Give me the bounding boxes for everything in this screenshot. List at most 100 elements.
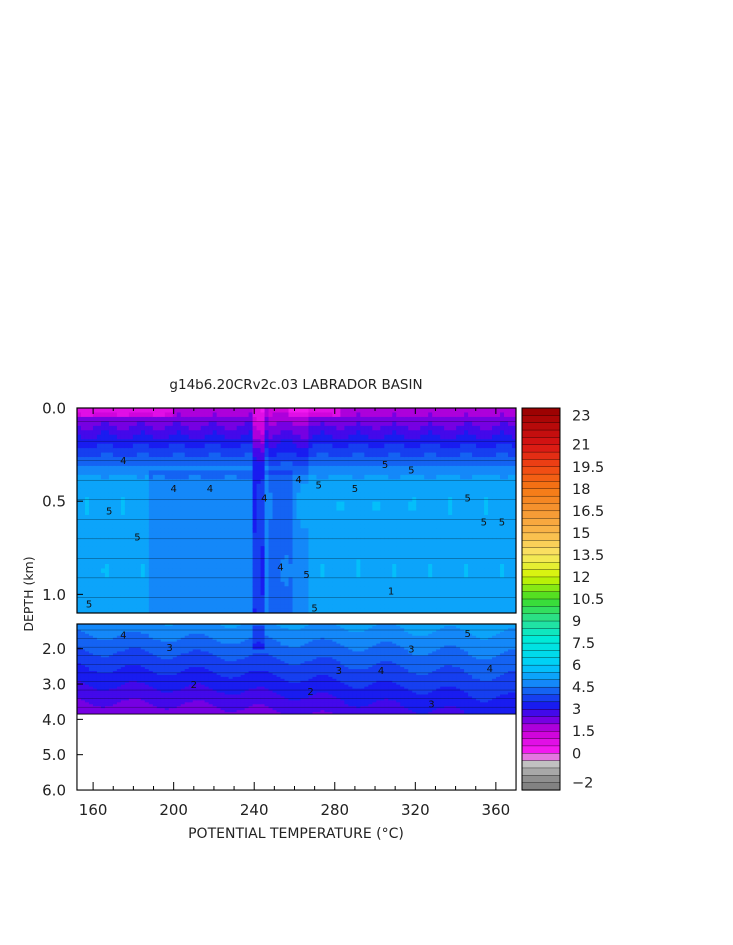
upper-cell	[428, 470, 433, 476]
upper-cell	[404, 595, 409, 601]
upper-cell	[440, 528, 445, 534]
upper-cell	[248, 434, 254, 440]
upper-cell	[380, 563, 385, 570]
upper-cell	[112, 465, 118, 471]
upper-cell	[356, 483, 361, 489]
upper-cell	[480, 483, 485, 489]
upper-cell	[312, 430, 318, 436]
upper-cell	[80, 461, 86, 467]
upper-cell	[108, 599, 114, 605]
upper-cell	[324, 506, 330, 512]
upper-cell	[124, 465, 130, 471]
upper-cell	[456, 532, 461, 538]
upper-cell	[372, 448, 377, 454]
upper-cell	[496, 537, 501, 543]
upper-cell	[272, 586, 278, 592]
upper-cell	[480, 448, 485, 454]
upper-cell	[332, 448, 338, 454]
upper-cell	[448, 492, 453, 498]
upper-cell	[236, 501, 242, 507]
upper-cell	[96, 541, 102, 547]
upper-cell	[404, 465, 409, 471]
upper-cell	[472, 510, 477, 516]
upper-cell	[248, 474, 254, 480]
upper-cell	[496, 506, 501, 512]
upper-cell	[332, 483, 338, 489]
upper-cell	[452, 479, 457, 485]
upper-cell	[236, 555, 242, 561]
upper-cell	[384, 581, 389, 587]
upper-cell	[332, 604, 338, 610]
upper-cell	[100, 568, 106, 574]
upper-cell	[340, 568, 345, 574]
upper-cell	[420, 550, 425, 556]
upper-cell	[444, 425, 449, 431]
upper-cell	[148, 572, 154, 578]
upper-cell	[140, 408, 146, 414]
upper-cell	[140, 608, 146, 613]
upper-cell	[204, 439, 210, 445]
upper-cell	[196, 563, 202, 570]
upper-cell	[220, 470, 226, 476]
upper-cell	[212, 488, 218, 494]
upper-cell	[448, 546, 453, 552]
upper-cell	[244, 510, 250, 516]
upper-cell	[188, 604, 194, 610]
upper-cell	[500, 408, 505, 414]
upper-cell	[432, 546, 437, 552]
upper-cell	[216, 528, 222, 534]
upper-cell	[360, 421, 365, 427]
upper-cell	[452, 465, 457, 471]
upper-cell	[348, 528, 353, 534]
upper-cell	[188, 434, 194, 440]
upper-cell	[332, 421, 338, 427]
upper-cell	[128, 519, 134, 525]
upper-cell	[464, 448, 469, 454]
upper-cell	[496, 501, 501, 507]
upper-cell	[312, 546, 318, 552]
upper-cell	[300, 586, 306, 592]
upper-cell	[504, 555, 509, 561]
upper-cell	[312, 519, 318, 525]
upper-cell	[192, 537, 198, 543]
upper-cell	[276, 581, 282, 587]
upper-cell	[292, 421, 298, 427]
upper-cell	[332, 541, 338, 547]
upper-cell	[84, 595, 90, 601]
upper-cell	[456, 492, 461, 498]
upper-cell	[252, 425, 258, 431]
upper-cell	[77, 555, 82, 561]
upper-cell	[468, 595, 473, 601]
upper-cell	[92, 523, 98, 529]
upper-cell	[472, 546, 477, 552]
upper-cell	[180, 523, 186, 529]
upper-cell	[240, 586, 246, 592]
upper-cell	[444, 590, 449, 596]
upper-cell	[288, 523, 294, 529]
upper-cell	[148, 546, 154, 552]
upper-cell	[184, 595, 190, 601]
upper-cell	[376, 470, 381, 476]
upper-cell	[508, 439, 513, 445]
upper-cell	[376, 604, 381, 610]
upper-cell	[352, 416, 357, 422]
upper-cell	[312, 523, 318, 529]
upper-cell	[388, 470, 393, 476]
upper-cell	[200, 581, 206, 587]
upper-cell	[488, 474, 493, 480]
upper-cell	[472, 421, 477, 427]
upper-cell	[248, 461, 254, 467]
upper-cell	[360, 474, 365, 480]
upper-cell	[368, 488, 373, 494]
upper-cell	[468, 581, 473, 587]
upper-cell	[448, 425, 453, 431]
upper-cell	[484, 416, 489, 422]
upper-cell	[236, 586, 242, 592]
upper-cell	[104, 528, 110, 534]
upper-cell	[136, 492, 142, 498]
upper-cell	[444, 408, 449, 414]
upper-cell	[184, 421, 190, 427]
upper-cell	[184, 532, 190, 538]
upper-cell	[156, 586, 162, 592]
upper-cell	[188, 461, 194, 467]
